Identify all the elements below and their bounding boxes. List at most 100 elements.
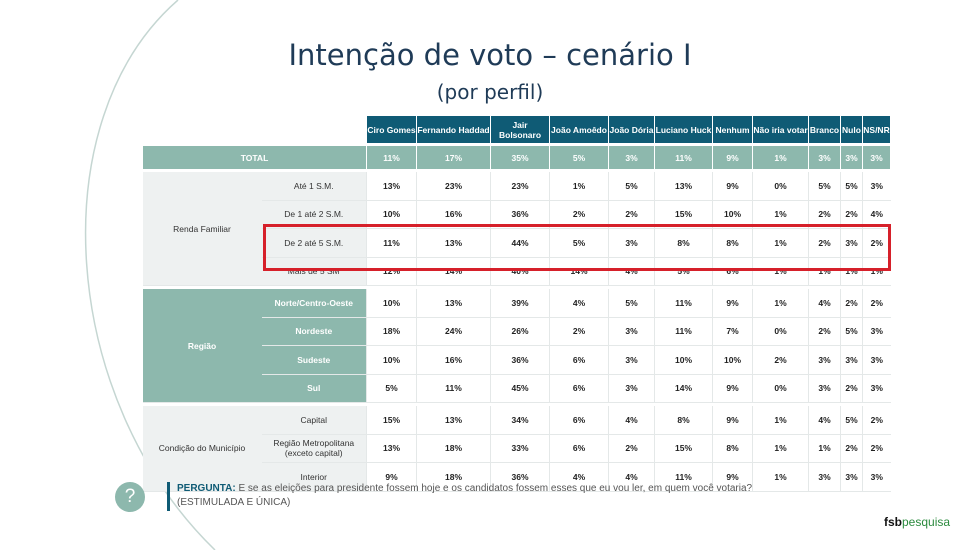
column-header: Fernando Haddad <box>416 116 491 143</box>
cell-value: 9% <box>366 462 417 492</box>
header-blank <box>142 116 367 143</box>
group-label: Renda Familiar <box>142 172 262 286</box>
cell-value: 3% <box>862 345 891 375</box>
cell-value: 11% <box>654 289 713 318</box>
cell-value: 18% <box>416 462 491 492</box>
cell-value: 3% <box>862 374 891 403</box>
column-header: Ciro Gomes <box>366 116 417 143</box>
cell-value: 23% <box>490 172 550 201</box>
question-icon: ? <box>115 482 145 512</box>
page-subtitle: (por perfil) <box>436 80 544 104</box>
cell-value: 12% <box>366 257 417 286</box>
cell-value: 15% <box>654 434 713 463</box>
question-note: (ESTIMULADA E ÚNICA) <box>177 497 291 508</box>
highlight-box <box>263 224 891 271</box>
cell-value: 2% <box>862 406 891 435</box>
cell-value: 2% <box>808 317 841 346</box>
cell-value: 6% <box>549 374 609 403</box>
total-value: 1% <box>752 146 809 169</box>
total-value: 9% <box>712 146 753 169</box>
question-text: E se as eleições para presidente fossem … <box>238 483 753 494</box>
cell-value: 3% <box>608 345 655 375</box>
cell-value: 4% <box>608 257 655 286</box>
cell-value: 5% <box>840 317 863 346</box>
total-value: 5% <box>549 146 609 169</box>
page-title: Intenção de voto – cenário I <box>288 38 692 72</box>
cell-value: 9% <box>712 289 753 318</box>
cell-value: 1% <box>752 257 809 286</box>
cell-value: 2% <box>840 374 863 403</box>
cell-value: 3% <box>862 172 891 201</box>
cell-value: 8% <box>654 228 713 258</box>
row-label: De 2 até 5 S.M. <box>261 228 367 258</box>
cell-value: 1% <box>862 257 891 286</box>
cell-value: 2% <box>608 434 655 463</box>
column-header: Não iria votar <box>752 116 809 143</box>
question-text-block: PERGUNTA: E se as eleições para presiden… <box>177 482 877 510</box>
cell-value: 1% <box>840 257 863 286</box>
row-label: Sul <box>261 374 367 403</box>
group-label: Condição do Município <box>142 406 262 492</box>
cell-value: 13% <box>416 228 491 258</box>
cell-value: 0% <box>752 317 809 346</box>
row-label: Capital <box>261 406 367 435</box>
cell-value: 3% <box>808 374 841 403</box>
cell-value: 5% <box>808 172 841 201</box>
cell-value: 13% <box>416 289 491 318</box>
total-value: 3% <box>840 146 863 169</box>
row-label: Região Metropolitana (exceto capital) <box>261 434 367 463</box>
cell-value: 5% <box>608 172 655 201</box>
cell-value: 1% <box>752 434 809 463</box>
cell-value: 10% <box>712 345 753 375</box>
cell-value: 36% <box>490 462 550 492</box>
cell-value: 10% <box>654 345 713 375</box>
total-value: 11% <box>654 146 713 169</box>
cell-value: 1% <box>752 289 809 318</box>
total-value: 11% <box>366 146 417 169</box>
vote-intention-table: Ciro Gomes Fernando Haddad Jair Bolsonaro J… <box>142 116 891 492</box>
cell-value: 36% <box>490 345 550 375</box>
cell-value: 15% <box>366 406 417 435</box>
cell-value: 3% <box>608 228 655 258</box>
table-row: Região Metropolitana (exceto capital) 13%… <box>143 434 891 463</box>
cell-value: 6% <box>712 257 753 286</box>
cell-value: 6% <box>549 345 609 375</box>
column-header: NS/NR <box>862 116 891 143</box>
cell-value: 23% <box>416 172 491 201</box>
column-header: Branco <box>808 116 841 143</box>
cell-value: 39% <box>490 289 550 318</box>
cell-value: 10% <box>366 289 417 318</box>
cell-value: 3% <box>862 462 891 492</box>
cell-value: 2% <box>840 434 863 463</box>
cell-value: 1% <box>808 434 841 463</box>
cell-value: 2% <box>862 289 891 318</box>
cell-value: 2% <box>840 200 863 229</box>
cell-value: 1% <box>752 406 809 435</box>
cell-value: 45% <box>490 374 550 403</box>
cell-value: 9% <box>712 172 753 201</box>
cell-value: 1% <box>808 257 841 286</box>
total-value: 3% <box>808 146 841 169</box>
cell-value: 9% <box>712 462 753 492</box>
cell-value: 4% <box>608 462 655 492</box>
cell-value: 13% <box>654 172 713 201</box>
cell-value: 11% <box>654 317 713 346</box>
cell-value: 5% <box>840 406 863 435</box>
cell-value: 3% <box>862 317 891 346</box>
cell-value: 5% <box>840 172 863 201</box>
cell-value: 26% <box>490 317 550 346</box>
cell-value: 9% <box>712 406 753 435</box>
cell-value: 11% <box>654 462 713 492</box>
question-label: PERGUNTA: <box>177 483 236 494</box>
cell-value: 2% <box>862 434 891 463</box>
cell-value: 44% <box>490 228 550 258</box>
table-row: Condição do Município Capital 15% 13% 34% 6% 4… <box>142 406 891 492</box>
cell-value: 14% <box>654 374 713 403</box>
cell-value: 4% <box>549 289 609 318</box>
cell-value: 2% <box>862 228 891 258</box>
cell-value: 13% <box>416 406 491 435</box>
total-label: TOTAL <box>142 146 367 169</box>
table-row: Sudeste 10% 16% 36% 6% 3% 10% 10% 2% 3% 3% 3% <box>143 345 891 375</box>
cell-value: 2% <box>840 289 863 318</box>
cell-value: 3% <box>840 462 863 492</box>
